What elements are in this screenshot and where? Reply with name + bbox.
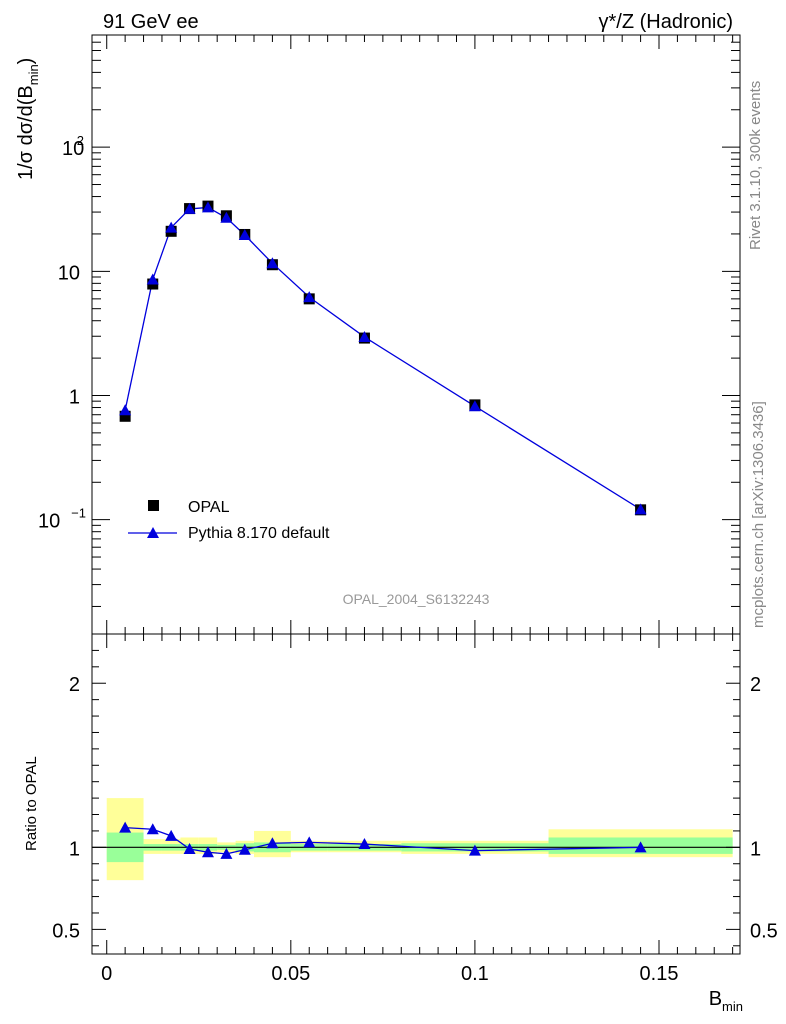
main-y-tick-exponent: 2 bbox=[77, 133, 84, 148]
ratio-y-tick-label-left: 0.5 bbox=[52, 920, 80, 942]
ratio-pythia-point bbox=[634, 841, 647, 853]
x-tick-label: 0.05 bbox=[271, 963, 310, 985]
ratio-pythia-point bbox=[468, 844, 481, 856]
pythia-point bbox=[468, 400, 481, 412]
ratio-axis-ticks: 0 0.05 0.1 0.15 0.5 0.5 1 1 2 2 bbox=[52, 634, 778, 985]
ratio-pythia-point bbox=[165, 829, 178, 841]
pythia-point bbox=[146, 273, 159, 285]
x-tick-label: 0 bbox=[101, 963, 112, 985]
pythia-point bbox=[266, 257, 279, 269]
pythia-point bbox=[183, 202, 196, 214]
legend-marker-pythia bbox=[147, 527, 159, 538]
ratio-y-tick-label-right: 2 bbox=[750, 674, 761, 696]
pythia-point bbox=[303, 291, 316, 303]
ratio-y-axis-label: Ratio to OPAL bbox=[23, 756, 40, 851]
main-panel-frame bbox=[91, 34, 741, 635]
ratio-pythia-point bbox=[201, 846, 214, 858]
pythia-point bbox=[220, 211, 233, 223]
ratio-uncertainty-bands bbox=[92, 798, 740, 881]
ratio-y-tick-label-left: 2 bbox=[69, 674, 80, 696]
x-axis-label: Bmin bbox=[709, 988, 743, 1014]
main-y-tick-label: 10 bbox=[62, 138, 84, 160]
pythia-line bbox=[124, 206, 641, 510]
main-y-axis-label: 1/σ dσ/d(Bmin) bbox=[15, 58, 41, 180]
opal-data-point bbox=[119, 410, 131, 422]
pythia-point bbox=[634, 503, 647, 515]
ratio-panel-frame bbox=[91, 633, 741, 955]
main-y-tick-label: 1 bbox=[69, 386, 80, 408]
main-y-tick-exponent: −1 bbox=[71, 506, 86, 521]
ratio-data-series bbox=[119, 821, 647, 859]
ratio-pythia-point bbox=[266, 837, 279, 849]
side-label-bottom: mcplots.cern.ch [arXiv:1306.3436] bbox=[750, 401, 767, 628]
main-data-series bbox=[119, 200, 647, 516]
ratio-pythia-point bbox=[358, 838, 371, 850]
ratio-pythia-line bbox=[125, 826, 641, 855]
legend-marker-opal bbox=[148, 500, 159, 511]
pythia-point bbox=[201, 201, 214, 213]
x-tick-label: 0.15 bbox=[640, 963, 679, 985]
ratio-pythia-point bbox=[146, 823, 159, 835]
main-y-tick-label: 10 bbox=[58, 262, 80, 284]
legend: OPAL Pythia 8.170 default bbox=[128, 499, 330, 542]
ratio-pythia-point bbox=[183, 842, 196, 854]
ratio-y-tick-label-left: 1 bbox=[69, 838, 80, 860]
ratio-y-tick-label-right: 1 bbox=[750, 838, 761, 860]
svg-text:1/σ dσ/d(Bmin): 1/σ dσ/d(Bmin) bbox=[15, 58, 41, 180]
legend-label-opal: OPAL bbox=[188, 499, 230, 516]
pythia-point bbox=[358, 330, 371, 342]
ratio-y-tick-label-right: 0.5 bbox=[750, 920, 778, 942]
pythia-point bbox=[238, 229, 251, 241]
pythia-point bbox=[165, 221, 178, 233]
ratio-pythia-point bbox=[119, 821, 132, 833]
legend-label-pythia: Pythia 8.170 default bbox=[188, 525, 330, 542]
ratio-pythia-point bbox=[303, 836, 316, 848]
header-left-label: 91 GeV ee bbox=[103, 11, 199, 33]
ratio-pythia-point bbox=[238, 843, 251, 855]
ratio-pythia-point bbox=[220, 847, 233, 859]
side-label-top: Rivet 3.1.10, 300k events bbox=[747, 81, 764, 250]
analysis-watermark: OPAL_2004_S6132243 bbox=[343, 591, 490, 607]
x-tick-label: 0.1 bbox=[461, 963, 489, 985]
main-y-tick-label: 10 bbox=[38, 511, 60, 533]
header-right-label: γ*/Z (Hadronic) bbox=[599, 11, 733, 33]
pythia-point bbox=[119, 404, 132, 416]
